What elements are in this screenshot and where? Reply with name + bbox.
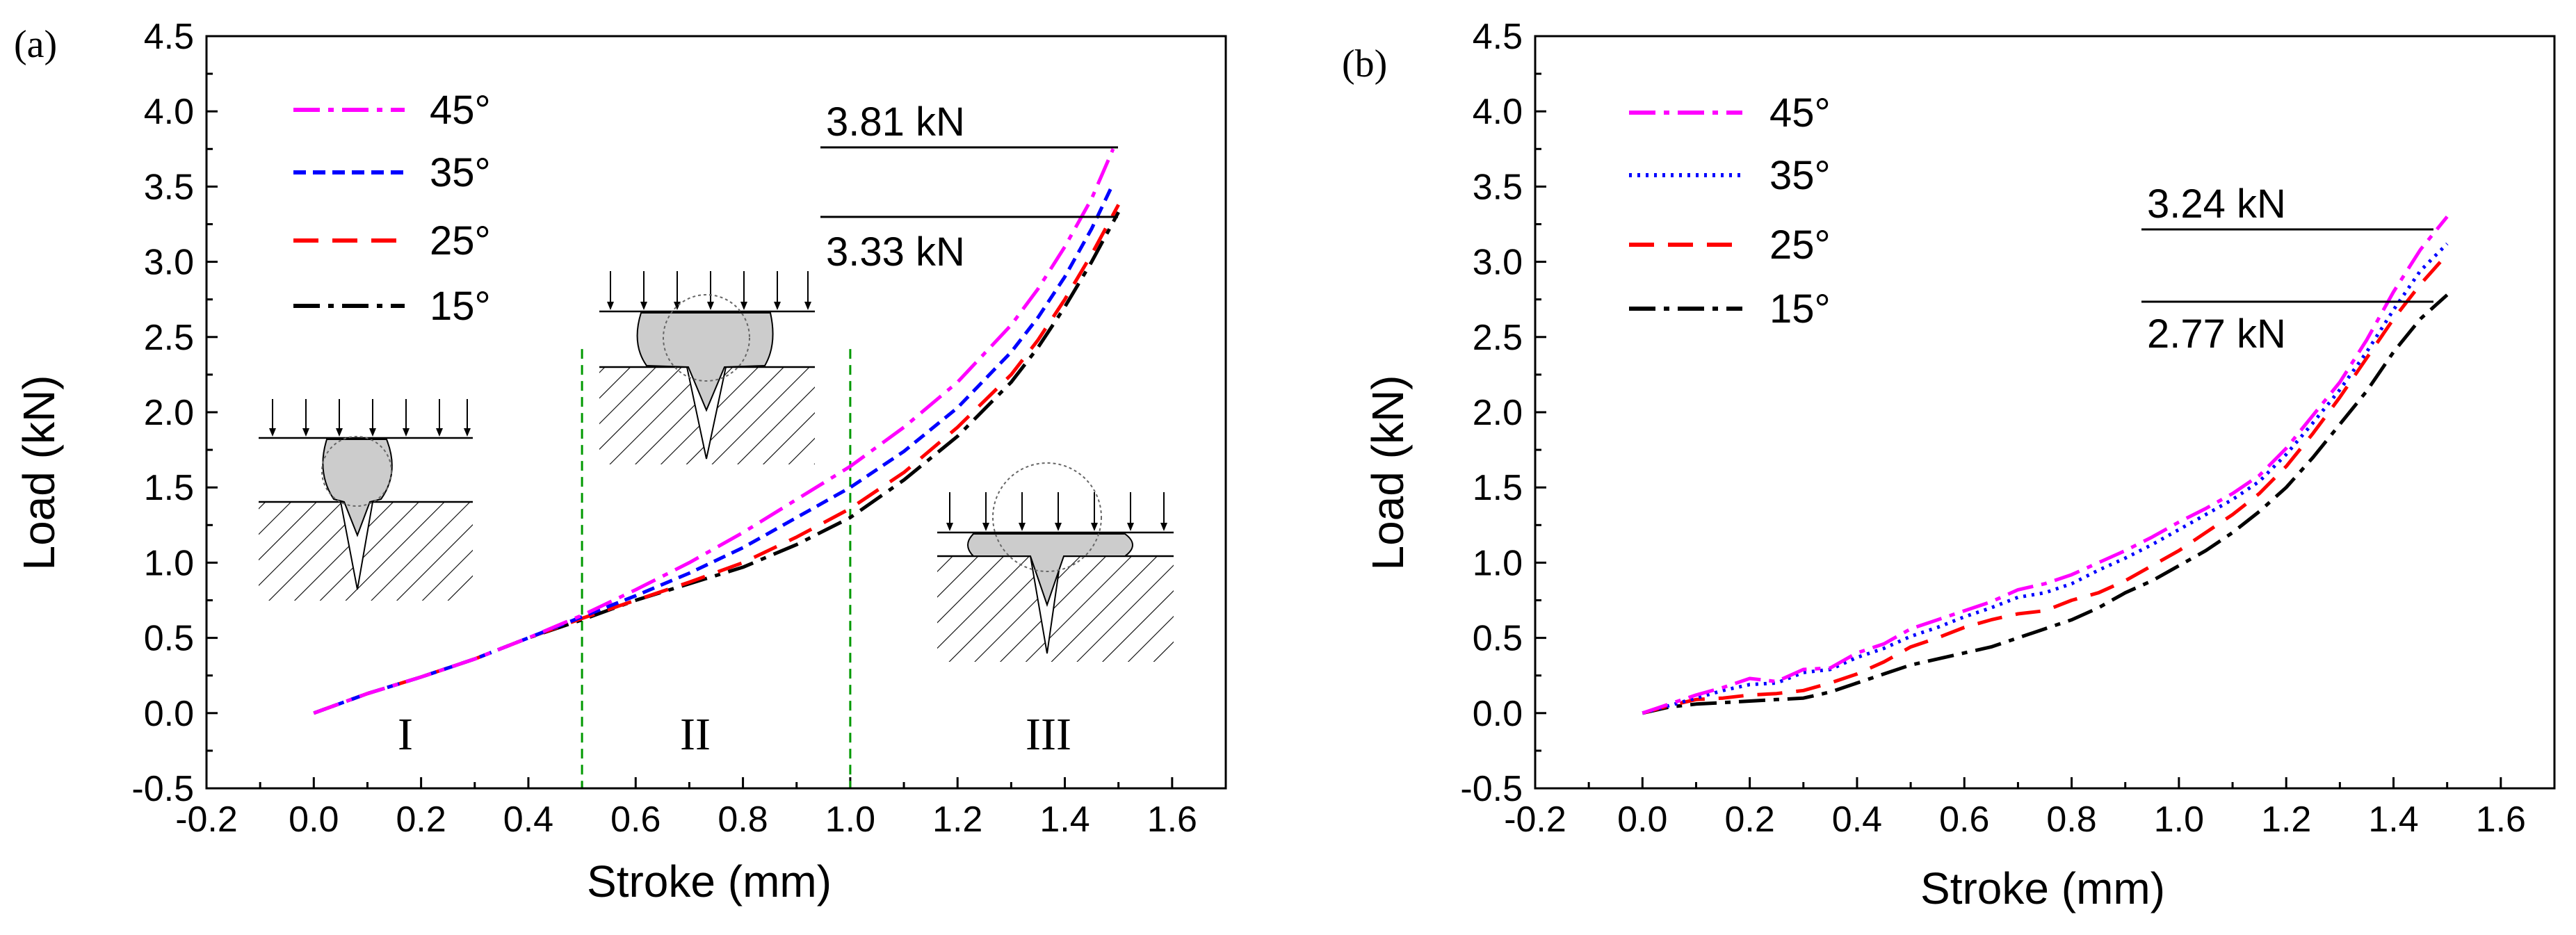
x-tick-label: 1.4 bbox=[2368, 799, 2418, 840]
stage-label-1: I bbox=[398, 709, 413, 760]
x-tick-label: 1.6 bbox=[2476, 799, 2526, 840]
series-b bbox=[1642, 216, 2449, 715]
legend-a: 45° 35° 25° 15° bbox=[293, 88, 491, 329]
stage-label-3: III bbox=[1026, 709, 1071, 760]
y-tick-label: 4.0 bbox=[144, 92, 194, 132]
x-tick-label: 0.6 bbox=[610, 799, 661, 840]
legend-label-45: 45° bbox=[430, 88, 491, 133]
x-tick-label: 0.0 bbox=[1617, 799, 1667, 840]
plot-frame-a bbox=[205, 35, 1227, 790]
y-tick-label: 0.0 bbox=[1473, 694, 1523, 734]
x-tick-label: 0.2 bbox=[1724, 799, 1774, 840]
series-a bbox=[313, 148, 1120, 715]
y-tick-label: 2.0 bbox=[1473, 393, 1523, 433]
x-tick-label: 0.0 bbox=[289, 799, 339, 840]
x-tick-label: 0.8 bbox=[2046, 799, 2096, 840]
legend-label-15: 15° bbox=[430, 284, 491, 329]
y-tick-label: -0.5 bbox=[131, 769, 194, 809]
annotation-277: 2.77 kN bbox=[2147, 311, 2286, 357]
x-tick-label: 0.6 bbox=[1939, 799, 1989, 840]
x-tick-label: 1.0 bbox=[2154, 799, 2204, 840]
y-tick-label: 1.5 bbox=[1473, 468, 1523, 508]
series-line-15deg bbox=[1642, 293, 2449, 715]
plot-frame-b bbox=[1534, 35, 2556, 790]
series-line-25deg bbox=[1642, 253, 2449, 715]
x-tick-label: 1.2 bbox=[932, 799, 982, 840]
schematic-stage-2 bbox=[599, 271, 815, 464]
legend-label-25: 25° bbox=[430, 218, 491, 263]
x-tick-label: 0.4 bbox=[503, 799, 553, 840]
y-tick-label: 0.0 bbox=[144, 694, 194, 734]
x-tick-label: -0.2 bbox=[1504, 799, 1566, 840]
x-tick-label: 1.4 bbox=[1039, 799, 1089, 840]
x-tick-label: 0.8 bbox=[718, 799, 768, 840]
y-tick-label: 4.5 bbox=[144, 17, 194, 57]
legend-label-15: 15° bbox=[1769, 286, 1831, 332]
series-line-45deg bbox=[1642, 216, 2449, 715]
y-tick-label: 1.0 bbox=[144, 543, 194, 583]
x-tick-label: 0.4 bbox=[1832, 799, 1882, 840]
annotation-324: 3.24 kN bbox=[2147, 181, 2286, 227]
annotation-333: 3.33 kN bbox=[826, 229, 965, 275]
ticks-a: -0.2 0.0 0.2 0.4 0.6 0.8 1.0 1.2 1.4 1.6 -0.5 0.0 0.… bbox=[131, 17, 1197, 840]
y-tick-label: 2.5 bbox=[144, 318, 194, 358]
y-tick-label: 2.5 bbox=[1473, 318, 1523, 358]
y-tick-label: 1.5 bbox=[144, 468, 194, 508]
legend-b: 45° 35° 25° 15° bbox=[1629, 90, 1831, 332]
y-tick-label: 3.0 bbox=[144, 243, 194, 283]
x-axis-label-b: Stroke (mm) bbox=[1920, 863, 2165, 913]
legend-label-45: 45° bbox=[1769, 90, 1831, 136]
panel-a: (a) Stroke (mm) Load (kN) -0.2 0.0 0.2 0.4 0… bbox=[14, 17, 1227, 906]
schematic-stage-1 bbox=[259, 399, 473, 601]
schematic-stage-3 bbox=[937, 462, 1174, 662]
y-axis-label-b: Load (kN) bbox=[1363, 375, 1413, 571]
ticks-b: -0.2 0.0 0.2 0.4 0.6 0.8 1.0 1.2 1.4 1.6 -0.5 0.0 0.… bbox=[1460, 17, 2526, 840]
y-axis-label-a: Load (kN) bbox=[14, 375, 64, 571]
x-tick-label: 0.2 bbox=[396, 799, 446, 840]
y-tick-label: 2.0 bbox=[144, 393, 194, 433]
y-tick-label: 3.0 bbox=[1473, 243, 1523, 283]
panel-b: (b) Stroke (mm) Load (kN) -0.2 0.0 0.2 0.4 0… bbox=[1342, 17, 2556, 913]
x-axis-label-a: Stroke (mm) bbox=[587, 856, 832, 906]
y-tick-label: -0.5 bbox=[1460, 769, 1523, 809]
legend-label-35: 35° bbox=[430, 150, 491, 195]
y-tick-label: 4.0 bbox=[1473, 92, 1523, 132]
stage-label-2: II bbox=[680, 709, 711, 760]
y-tick-label: 0.5 bbox=[1473, 619, 1523, 659]
series-line-35deg bbox=[1642, 242, 2449, 715]
y-tick-label: 1.0 bbox=[1473, 543, 1523, 583]
annotation-381: 3.81 kN bbox=[826, 99, 965, 145]
series-line-45deg bbox=[313, 148, 1115, 715]
y-tick-label: 0.5 bbox=[144, 619, 194, 659]
legend-label-35: 35° bbox=[1769, 153, 1831, 198]
x-tick-label: -0.2 bbox=[175, 799, 238, 840]
x-tick-label: 1.0 bbox=[825, 799, 875, 840]
y-tick-label: 3.5 bbox=[144, 167, 194, 207]
panel-label-a: (a) bbox=[14, 23, 57, 66]
panel-label-b: (b) bbox=[1342, 42, 1387, 86]
y-tick-label: 3.5 bbox=[1473, 167, 1523, 207]
legend-label-25: 25° bbox=[1769, 222, 1831, 268]
x-tick-label: 1.6 bbox=[1147, 799, 1197, 840]
stage-dividers-a bbox=[581, 349, 852, 788]
x-tick-label: 1.2 bbox=[2261, 799, 2311, 840]
y-tick-label: 4.5 bbox=[1473, 17, 1523, 57]
